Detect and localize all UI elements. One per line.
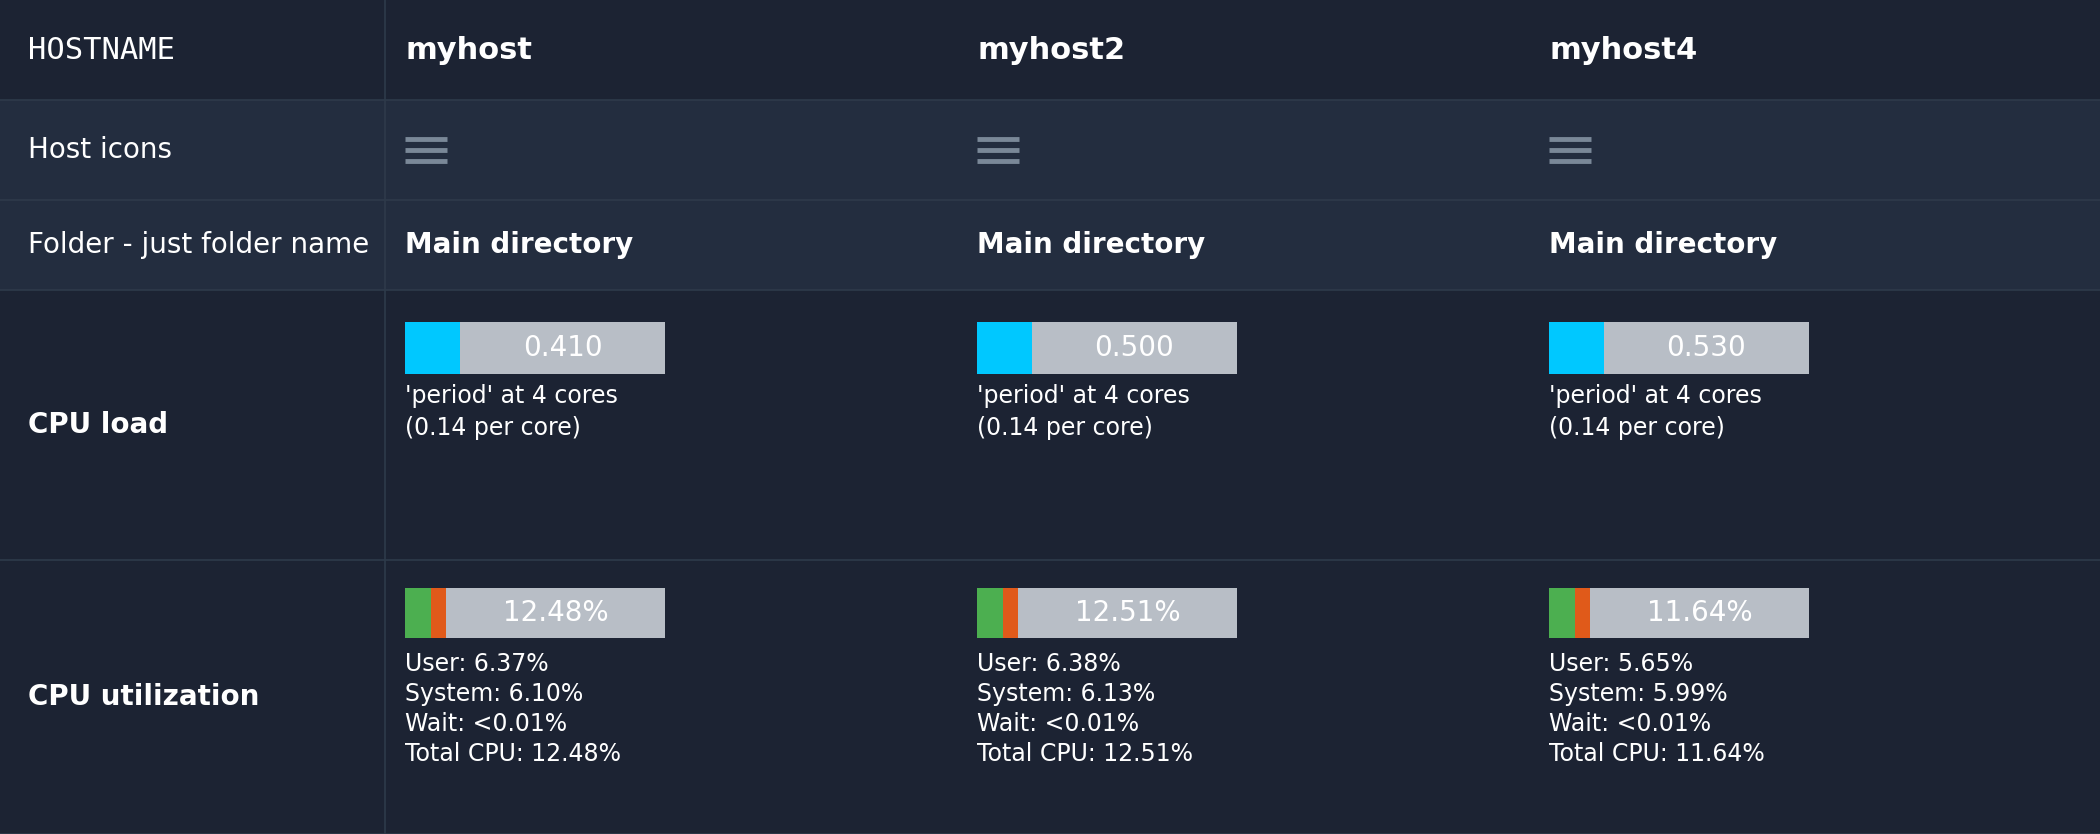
Bar (976, 588, 1004, 638)
Text: Total CPU: 12.48%: Total CPU: 12.48% (405, 742, 622, 766)
Text: System: 5.99%: System: 5.99% (1550, 682, 1728, 706)
Text: myhost4: myhost4 (1550, 36, 1697, 64)
Bar (1550, 588, 1575, 638)
Bar (405, 322, 460, 374)
Bar (1550, 322, 1604, 374)
Text: User: 5.65%: User: 5.65% (1550, 652, 1693, 676)
Bar (0, 0, 2100, 100)
Bar (405, 588, 666, 638)
Text: System: 6.10%: System: 6.10% (405, 682, 584, 706)
Bar (1550, 588, 1808, 638)
Bar (976, 322, 1031, 374)
Bar (0, 100, 2100, 200)
Text: User: 6.37%: User: 6.37% (405, 652, 548, 676)
Text: 0.530: 0.530 (1667, 334, 1747, 362)
Text: Folder - just folder name: Folder - just folder name (27, 231, 370, 259)
Bar (0, 200, 2100, 290)
Text: 12.48%: 12.48% (502, 599, 609, 627)
Bar (430, 588, 445, 638)
Bar (1575, 588, 1590, 638)
Bar (405, 588, 430, 638)
Bar (405, 322, 666, 374)
Text: Wait: <0.01%: Wait: <0.01% (1550, 712, 1711, 736)
Text: 11.64%: 11.64% (1646, 599, 1751, 627)
Text: Wait: <0.01%: Wait: <0.01% (976, 712, 1138, 736)
Text: Host icons: Host icons (27, 136, 172, 164)
Text: 'period' at 4 cores
(0.14 per core): 'period' at 4 cores (0.14 per core) (1550, 384, 1762, 440)
Text: 12.51%: 12.51% (1075, 599, 1180, 627)
Text: Main directory: Main directory (976, 231, 1205, 259)
Text: CPU load: CPU load (27, 411, 168, 439)
Text: 'period' at 4 cores
(0.14 per core): 'period' at 4 cores (0.14 per core) (976, 384, 1191, 440)
Text: System: 6.13%: System: 6.13% (976, 682, 1155, 706)
Text: CPU utilization: CPU utilization (27, 683, 260, 711)
Bar (1550, 322, 1808, 374)
Text: 0.500: 0.500 (1094, 334, 1174, 362)
Bar (1004, 588, 1018, 638)
Text: Wait: <0.01%: Wait: <0.01% (405, 712, 567, 736)
Text: Main directory: Main directory (1550, 231, 1777, 259)
Bar (0, 290, 2100, 560)
Text: HOSTNAME: HOSTNAME (27, 36, 174, 64)
Text: Total CPU: 11.64%: Total CPU: 11.64% (1550, 742, 1764, 766)
Text: 'period' at 4 cores
(0.14 per core): 'period' at 4 cores (0.14 per core) (405, 384, 617, 440)
Text: User: 6.38%: User: 6.38% (976, 652, 1121, 676)
Text: myhost: myhost (405, 36, 531, 64)
Text: Total CPU: 12.51%: Total CPU: 12.51% (976, 742, 1193, 766)
Text: 0.410: 0.410 (523, 334, 603, 362)
Bar (976, 322, 1237, 374)
Bar (0, 560, 2100, 834)
Text: Main directory: Main directory (405, 231, 634, 259)
Bar (976, 588, 1237, 638)
Text: myhost2: myhost2 (976, 36, 1126, 64)
